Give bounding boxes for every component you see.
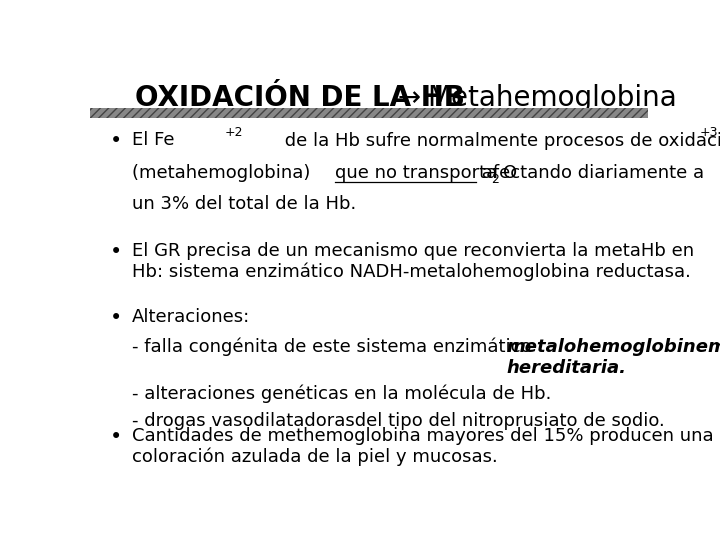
Text: •: • (109, 427, 122, 447)
Text: un 3% del total de la Hb.: un 3% del total de la Hb. (132, 194, 356, 213)
Text: - falla congénita de este sistema enzimático: - falla congénita de este sistema enzimá… (132, 338, 537, 356)
Text: +3: +3 (700, 126, 719, 139)
Text: de la Hb sufre normalmente procesos de oxidación a Fe: de la Hb sufre normalmente procesos de o… (279, 131, 720, 150)
Text: El Fe: El Fe (132, 131, 174, 150)
Text: (metahemoglobina): (metahemoglobina) (132, 164, 316, 182)
Text: Alteraciones:: Alteraciones: (132, 308, 250, 326)
Text: - alteraciones genéticas en la molécula de Hb.: - alteraciones genéticas en la molécula … (132, 384, 552, 403)
Text: OXIDACIÓN DE LA HB: OXIDACIÓN DE LA HB (135, 84, 464, 112)
Text: El GR precisa de un mecanismo que reconvierta la metaHb en
Hb: sistema enzimátic: El GR precisa de un mecanismo que reconv… (132, 241, 694, 281)
Text: - drogas vasodilatadorasdel tipo del nitroprusiato de sodio.: - drogas vasodilatadorasdel tipo del nit… (132, 411, 665, 430)
Text: 2: 2 (490, 173, 498, 186)
Text: +2: +2 (225, 126, 243, 139)
Text: afectando diariamente a: afectando diariamente a (477, 164, 704, 182)
Text: •: • (109, 131, 122, 151)
Text: que no transporta O: que no transporta O (335, 164, 517, 182)
Text: •: • (109, 241, 122, 261)
FancyBboxPatch shape (90, 109, 648, 118)
Text: metalohemoglobinemia
hereditaria.: metalohemoglobinemia hereditaria. (506, 338, 720, 377)
Text: Metahemoglobina: Metahemoglobina (428, 84, 678, 112)
Text: →: → (389, 84, 430, 112)
Text: •: • (109, 308, 122, 328)
Text: Cantidades de methemoglobina mayores del 15% producen una
coloración azulada de : Cantidades de methemoglobina mayores del… (132, 427, 714, 466)
